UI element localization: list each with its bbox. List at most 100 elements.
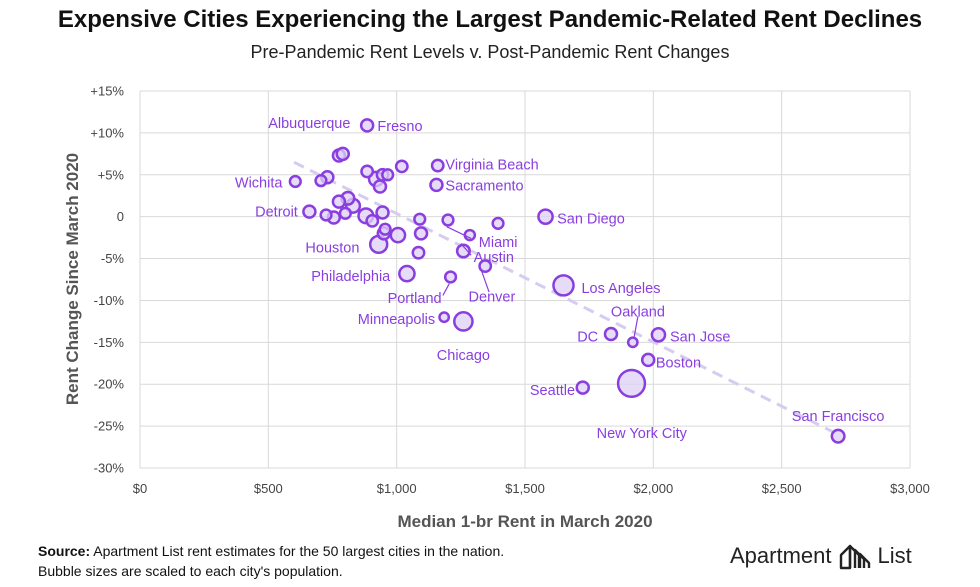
x-tick-label: $1,500 [505, 481, 545, 496]
x-axis-label: Median 1-br Rent in March 2020 [397, 512, 652, 531]
bubble [441, 213, 455, 227]
city-label: Virginia Beach [445, 158, 538, 174]
bubble [603, 326, 619, 342]
x-tick-label: $2,000 [633, 481, 673, 496]
trend-line [293, 160, 839, 436]
y-tick-label: -20% [94, 377, 125, 392]
y-axis-ticks: +15% +10% +5% 0 -5% -10% -15% -20% -25% -30% [90, 84, 124, 476]
chart-title: Expensive Cities Experiencing the Larges… [57, 6, 923, 33]
bubble [650, 326, 667, 343]
bubble [443, 270, 458, 284]
bubble [413, 212, 427, 226]
callout-lines [442, 226, 639, 338]
city-label: Fresno [377, 119, 422, 135]
city-label: Houston [305, 241, 359, 257]
city-label: Sacramento [445, 179, 523, 195]
bubble [398, 264, 416, 283]
city-label: Boston [656, 355, 701, 371]
callout-line [446, 226, 472, 239]
city-label: Los Angeles [581, 281, 660, 297]
bubble [575, 380, 590, 395]
bubble [430, 158, 445, 173]
bubble [626, 336, 639, 349]
x-tick-label: $500 [254, 481, 283, 496]
bubbles [288, 118, 846, 444]
bubble [389, 226, 407, 244]
footer: Source: Apartment List rent estimates fo… [38, 541, 504, 581]
bubble [478, 259, 493, 274]
bubble [537, 208, 554, 226]
bubble [338, 206, 352, 220]
trend-line-segment [293, 160, 839, 436]
bubble [365, 213, 380, 228]
bubble-note: Bubble sizes are scaled to each city's p… [38, 563, 343, 579]
bubble [360, 164, 375, 179]
bubble [640, 352, 656, 368]
chart-subtitle: Pre-Pandemic Rent Levels v. Post-Pandemi… [250, 42, 730, 62]
callout-line [460, 243, 472, 256]
callout-line [480, 270, 490, 293]
city-label: San Diego [557, 211, 625, 227]
city-label: San Jose [670, 329, 730, 345]
bubble [288, 174, 302, 189]
city-label: San Francisco [792, 409, 885, 425]
city-label: Denver [469, 289, 516, 305]
city-label: Chicago [437, 348, 490, 364]
city-label: Detroit [255, 205, 298, 221]
x-tick-label: $2,500 [762, 481, 802, 496]
bubble [830, 428, 846, 444]
x-tick-label: $3,000 [890, 481, 930, 496]
y-tick-label: +15% [90, 84, 124, 99]
y-tick-label: -30% [94, 461, 125, 476]
bubble [331, 194, 347, 209]
bubble [552, 274, 575, 297]
city-label: Austin [474, 250, 514, 266]
bubble [375, 205, 390, 220]
y-tick-label: -25% [94, 419, 125, 434]
callout-line [442, 283, 450, 296]
city-label: Oakland [611, 304, 665, 320]
y-axis-label: Rent Change Since March 2020 [63, 153, 82, 405]
source-text: Apartment List rent estimates for the 50… [93, 543, 505, 559]
city-label: DC [577, 329, 598, 345]
bubble [314, 174, 328, 188]
bubble [381, 168, 395, 182]
apartment-list-logo: Apartment List [730, 538, 912, 574]
bubble [302, 204, 317, 219]
bubble [394, 159, 409, 174]
city-label: Albuquerque [268, 116, 350, 132]
y-tick-label: -5% [101, 251, 125, 266]
x-tick-label: $1,000 [377, 481, 417, 496]
bubble [413, 226, 429, 241]
y-tick-label: +5% [98, 167, 125, 182]
city-label: Philadelphia [311, 269, 391, 285]
apartment-list-logo-icon [839, 544, 870, 570]
bubble [438, 311, 451, 324]
logo-word-list: List [877, 543, 912, 568]
bubble [453, 311, 474, 332]
city-label: New York City [597, 426, 688, 442]
bubble [335, 146, 351, 162]
city-labels: Albuquerque Fresno Virginia Beach Sacrament… [235, 116, 885, 442]
logo-word-apartment: Apartment [730, 543, 832, 568]
bubble [491, 216, 505, 230]
city-label: Miami [479, 235, 518, 251]
bubble [372, 179, 388, 194]
y-tick-label: -10% [94, 293, 125, 308]
y-tick-label: +10% [90, 125, 124, 140]
city-label: Minneapolis [358, 312, 435, 328]
callout-line [633, 316, 639, 338]
bubble [411, 245, 426, 260]
bubble [359, 118, 375, 133]
x-tick-label: $0 [133, 481, 147, 496]
grid-lines [139, 90, 911, 469]
y-tick-label: 0 [117, 209, 124, 224]
source-label: Source: [38, 543, 91, 559]
bubble [463, 228, 477, 242]
city-label: Wichita [235, 175, 283, 191]
city-label: Portland [388, 291, 442, 307]
bubble [616, 368, 647, 399]
bubble [319, 208, 333, 222]
x-axis-ticks: $0 $500 $1,000 $1,500 $2,000 $2,500 $3,000 [133, 481, 930, 496]
